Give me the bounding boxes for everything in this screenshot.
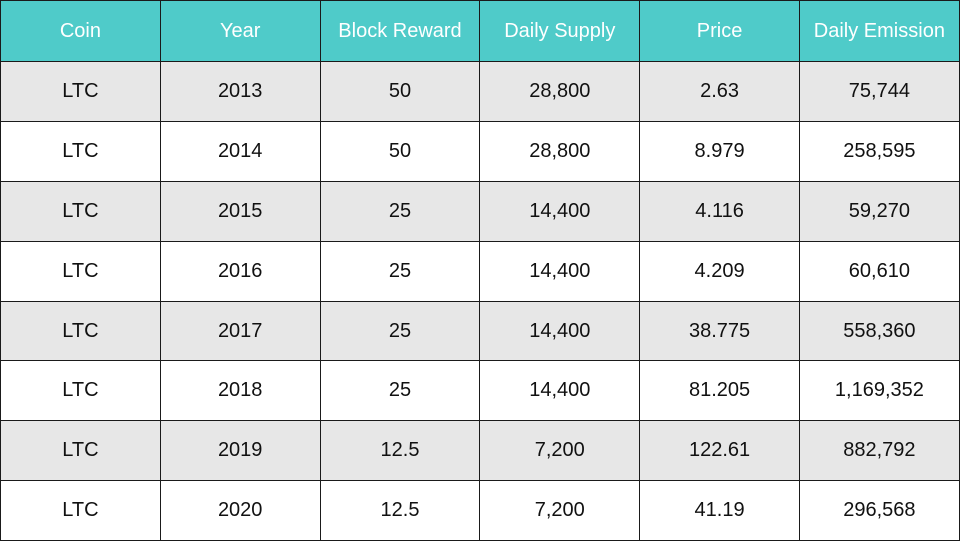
cell-daily-emission: 75,744 xyxy=(798,61,960,122)
cell-year: 2013 xyxy=(159,61,321,122)
cell-year: 2019 xyxy=(159,420,321,482)
cell-coin: LTC xyxy=(0,360,161,422)
cell-daily-supply: 14,400 xyxy=(479,300,641,362)
cell-daily-supply: 14,400 xyxy=(479,360,641,422)
cell-year: 2015 xyxy=(159,180,321,242)
table-row: LTC 2017 25 14,400 38.775 558,360 xyxy=(0,300,960,362)
header-daily-supply: Daily Supply xyxy=(479,0,641,62)
table-row: LTC 2018 25 14,400 81.205 1,169,352 xyxy=(0,360,960,422)
cell-price: 4.209 xyxy=(639,240,800,302)
header-block-reward: Block Reward xyxy=(319,0,481,62)
cell-block-reward: 25 xyxy=(319,180,481,242)
cell-block-reward: 25 xyxy=(319,360,481,422)
cell-daily-supply: 14,400 xyxy=(479,240,641,302)
cell-year: 2018 xyxy=(159,360,321,422)
table-row: LTC 2020 12.5 7,200 41.19 296,568 xyxy=(0,480,960,542)
cell-coin: LTC xyxy=(0,300,161,362)
cell-coin: LTC xyxy=(0,120,161,182)
cell-block-reward: 25 xyxy=(319,240,481,302)
cell-coin: LTC xyxy=(0,480,161,542)
cell-coin: LTC xyxy=(0,420,161,482)
cell-daily-supply: 28,800 xyxy=(479,120,641,182)
cell-year: 2014 xyxy=(159,120,321,182)
header-coin: Coin xyxy=(0,0,161,62)
cell-block-reward: 25 xyxy=(319,300,481,362)
cell-daily-emission: 296,568 xyxy=(798,480,960,542)
table-header-row: Coin Year Block Reward Daily Supply Pric… xyxy=(0,0,960,62)
cell-daily-emission: 558,360 xyxy=(798,300,960,362)
table-row: LTC 2016 25 14,400 4.209 60,610 xyxy=(0,240,960,302)
table-row: LTC 2014 50 28,800 8.979 258,595 xyxy=(0,120,960,182)
cell-daily-emission: 60,610 xyxy=(798,240,960,302)
cell-daily-supply: 28,800 xyxy=(479,61,641,122)
cell-block-reward: 12.5 xyxy=(319,420,481,482)
header-year: Year xyxy=(159,0,321,62)
cell-coin: LTC xyxy=(0,240,161,302)
cell-daily-supply: 7,200 xyxy=(479,420,641,482)
header-daily-emission: Daily Emission xyxy=(798,0,960,62)
cell-year: 2017 xyxy=(159,300,321,362)
table-row: LTC 2015 25 14,400 4.116 59,270 xyxy=(0,180,960,242)
cell-block-reward: 50 xyxy=(319,61,481,122)
cell-coin: LTC xyxy=(0,61,161,122)
cell-price: 81.205 xyxy=(639,360,800,422)
cell-price: 4.116 xyxy=(639,180,800,242)
cell-year: 2020 xyxy=(159,480,321,542)
table-row: LTC 2019 12.5 7,200 122.61 882,792 xyxy=(0,420,960,482)
cell-price: 122.61 xyxy=(639,420,800,482)
cell-price: 8.979 xyxy=(639,120,800,182)
cell-daily-supply: 7,200 xyxy=(479,480,641,542)
cell-price: 38.775 xyxy=(639,300,800,362)
cell-daily-emission: 59,270 xyxy=(798,180,960,242)
cell-block-reward: 12.5 xyxy=(319,480,481,542)
cell-daily-emission: 882,792 xyxy=(798,420,960,482)
cell-daily-emission: 1,169,352 xyxy=(798,360,960,422)
header-price: Price xyxy=(639,0,800,62)
cell-daily-supply: 14,400 xyxy=(479,180,641,242)
table-row: LTC 2013 50 28,800 2.63 75,744 xyxy=(0,61,960,122)
cell-year: 2016 xyxy=(159,240,321,302)
cell-price: 41.19 xyxy=(639,480,800,542)
cell-block-reward: 50 xyxy=(319,120,481,182)
cell-price: 2.63 xyxy=(639,61,800,122)
cell-daily-emission: 258,595 xyxy=(798,120,960,182)
cell-coin: LTC xyxy=(0,180,161,242)
